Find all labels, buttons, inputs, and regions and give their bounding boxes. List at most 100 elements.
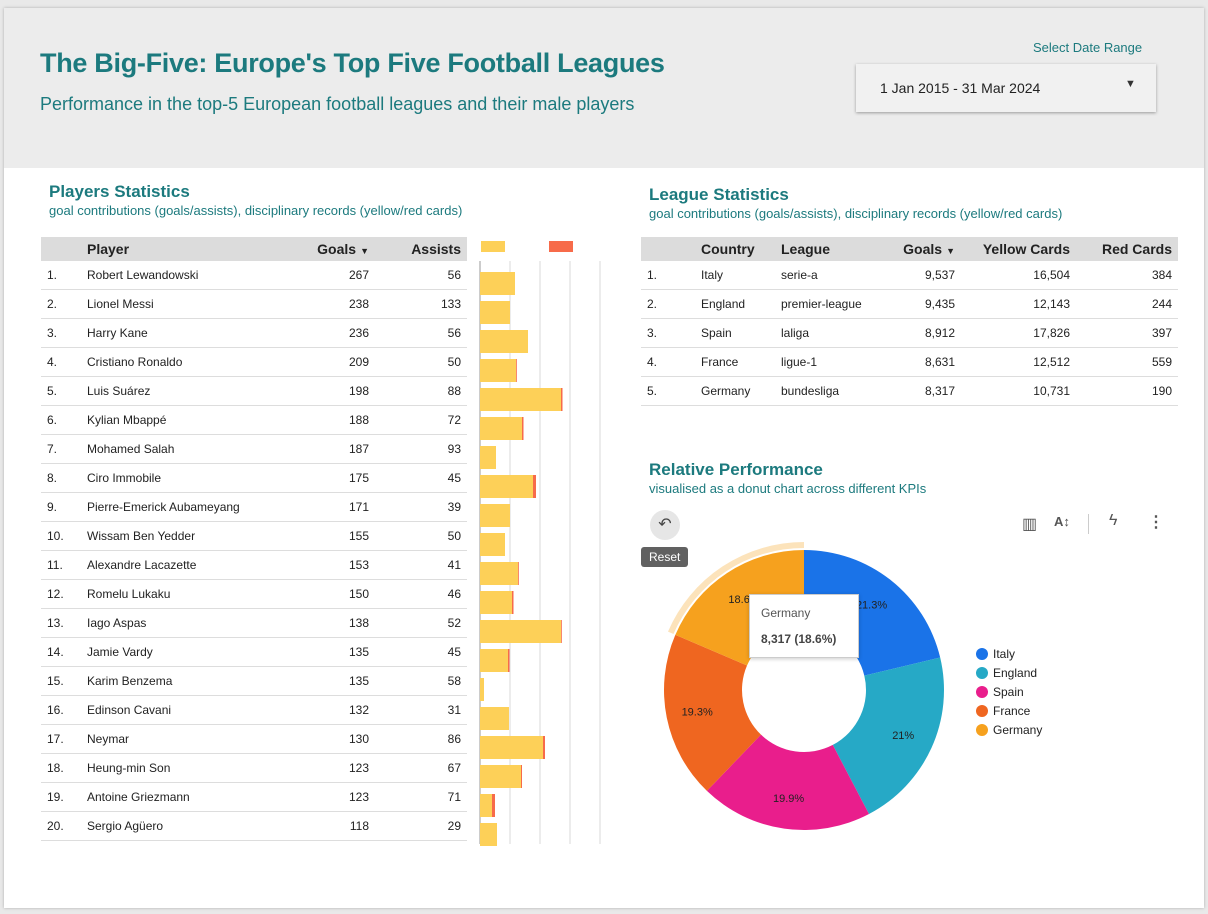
- red-cards-column-header[interactable]: Red Cards: [1076, 237, 1178, 261]
- player-row[interactable]: 2. Lionel Messi 238 133: [41, 289, 467, 319]
- player-row[interactable]: 13. Iago Aspas 138 52: [41, 608, 467, 638]
- league-row[interactable]: 1. Italy serie-a 9,537 16,504 384: [641, 261, 1178, 290]
- player-row[interactable]: 19. Antoine Griezmann 123 71: [41, 782, 467, 812]
- yellow-cards-column-header[interactable]: Yellow Cards: [961, 237, 1076, 261]
- player-row[interactable]: 8. Ciro Immobile 175 45: [41, 463, 467, 493]
- flash-off-icon[interactable]: ϟ: [1109, 512, 1118, 529]
- player-row[interactable]: 6. Kylian Mbappé 188 72: [41, 405, 467, 435]
- donut-slice-label: 21%: [892, 730, 914, 742]
- yellow-card-bar[interactable]: [480, 736, 543, 759]
- yellow-card-bar[interactable]: [480, 504, 510, 527]
- country-column-header[interactable]: Country: [695, 237, 775, 261]
- red-card-bar[interactable]: [543, 736, 545, 759]
- red-cards-cell: 559: [1076, 347, 1178, 377]
- donut-slice-spain[interactable]: [706, 734, 869, 830]
- league-cell: laliga: [775, 318, 895, 348]
- date-range-picker[interactable]: 1 Jan 2015 - 31 Mar 2024 ▼: [856, 64, 1156, 112]
- goals-cell: 198: [271, 376, 375, 406]
- legend-item-spain[interactable]: Spain: [976, 682, 1042, 701]
- player-row[interactable]: 7. Mohamed Salah 187 93: [41, 434, 467, 464]
- goals-column-header[interactable]: Goals ▼: [271, 237, 375, 261]
- more-options-icon[interactable]: ⋮: [1148, 514, 1164, 531]
- yellow-card-bar[interactable]: [480, 823, 497, 846]
- yellow-card-bar[interactable]: [480, 446, 496, 469]
- player-row[interactable]: 16. Edinson Cavani 132 31: [41, 695, 467, 725]
- dashboard-page: The Big-Five: Europe's Top Five Football…: [4, 8, 1204, 908]
- league-row[interactable]: 4. France ligue-1 8,631 12,512 559: [641, 347, 1178, 377]
- league-row[interactable]: 2. England premier-league 9,435 12,143 244: [641, 289, 1178, 319]
- yellow-card-bar[interactable]: [480, 562, 518, 585]
- legend-item-italy[interactable]: Italy: [976, 644, 1042, 663]
- yellow-card-bar[interactable]: [480, 359, 516, 382]
- red-card-bar[interactable]: [492, 794, 495, 817]
- yellow-card-bar[interactable]: [480, 591, 512, 614]
- donut-slice-italy[interactable]: [804, 550, 941, 676]
- red-cards-cell: 397: [1076, 318, 1178, 348]
- yellow-card-bar[interactable]: [480, 330, 528, 353]
- player-row[interactable]: 3. Harry Kane 236 56: [41, 318, 467, 348]
- chart-explore-icon[interactable]: ▥: [1022, 516, 1038, 533]
- yellow-card-bar[interactable]: [480, 475, 533, 498]
- yellow-card-bar[interactable]: [480, 678, 484, 701]
- yellow-card-bar[interactable]: [480, 620, 561, 643]
- player-row[interactable]: 14. Jamie Vardy 135 45: [41, 637, 467, 667]
- player-row[interactable]: 20. Sergio Agüero 118 29: [41, 811, 467, 841]
- tooltip-value: 8,317 (18.6%): [761, 632, 837, 646]
- players-section-subtitle: goal contributions (goals/assists), disc…: [49, 203, 463, 218]
- red-card-bar[interactable]: [508, 649, 510, 672]
- player-row[interactable]: 10. Wissam Ben Yedder 155 50: [41, 521, 467, 551]
- assists-cell: 72: [375, 405, 467, 435]
- league-row[interactable]: 3. Spain laliga 8,912 17,826 397: [641, 318, 1178, 348]
- red-card-bar[interactable]: [533, 475, 536, 498]
- assists-cell: 29: [375, 811, 467, 841]
- yellow-card-bar[interactable]: [480, 388, 561, 411]
- red-card-bar[interactable]: [516, 359, 517, 382]
- player-row[interactable]: 9. Pierre-Emerick Aubameyang 171 39: [41, 492, 467, 522]
- assists-column-header[interactable]: Assists: [375, 237, 467, 261]
- legend-dot: [976, 647, 988, 660]
- yellow-card-bar[interactable]: [480, 649, 508, 672]
- red-card-bar[interactable]: [561, 388, 563, 411]
- donut-slice-england[interactable]: [832, 657, 944, 815]
- red-card-bar[interactable]: [561, 620, 562, 643]
- legend-label: England: [993, 665, 1038, 680]
- league-column-header[interactable]: League: [775, 237, 895, 261]
- goals-column-header[interactable]: Goals ▼: [895, 237, 961, 261]
- player-row[interactable]: 17. Neymar 130 86: [41, 724, 467, 754]
- player-row[interactable]: 12. Romelu Lukaku 150 46: [41, 579, 467, 609]
- reset-button[interactable]: ↶: [650, 510, 680, 540]
- header: The Big-Five: Europe's Top Five Football…: [4, 8, 1204, 168]
- yellow-card-bar[interactable]: [480, 417, 522, 440]
- player-column-header[interactable]: Player: [81, 237, 271, 261]
- rank-cell: 2.: [41, 289, 81, 319]
- assists-cell: 133: [375, 289, 467, 319]
- player-row[interactable]: 18. Heung-min Son 123 67: [41, 753, 467, 783]
- red-card-bar[interactable]: [522, 417, 524, 440]
- yellow-card-bar[interactable]: [480, 707, 509, 730]
- yellow-card-bar[interactable]: [480, 533, 505, 556]
- goals-cell: 236: [271, 318, 375, 348]
- undo-icon: ↶: [658, 516, 672, 533]
- yellow-card-bar[interactable]: [480, 794, 492, 817]
- goals-cell: 123: [271, 753, 375, 783]
- legend-item-england[interactable]: England: [976, 663, 1042, 682]
- sort-az-icon[interactable]: A↕: [1054, 514, 1070, 529]
- yellow-card-bar[interactable]: [480, 301, 510, 324]
- player-row[interactable]: 5. Luis Suárez 198 88: [41, 376, 467, 406]
- legend-item-germany[interactable]: Germany: [976, 720, 1042, 739]
- donut-highlight-ring: [667, 542, 805, 635]
- players-table: Player Goals ▼ Assists 1. Robert Lewandows…: [41, 237, 467, 841]
- red-card-bar[interactable]: [512, 591, 514, 614]
- legend-item-france[interactable]: France: [976, 701, 1042, 720]
- league-row[interactable]: 5. Germany bundesliga 8,317 10,731 190: [641, 376, 1178, 406]
- player-row[interactable]: 1. Robert Lewandowski 267 56: [41, 261, 467, 290]
- donut-slice-france[interactable]: [664, 634, 762, 791]
- red-card-bar[interactable]: [521, 765, 522, 788]
- red-card-bar[interactable]: [518, 562, 519, 585]
- player-row[interactable]: 11. Alexandre Lacazette 153 41: [41, 550, 467, 580]
- yellow-card-bar[interactable]: [480, 272, 515, 295]
- player-row[interactable]: 4. Cristiano Ronaldo 209 50: [41, 347, 467, 377]
- yellow-card-bar[interactable]: [480, 765, 521, 788]
- player-name-cell: Neymar: [81, 724, 271, 754]
- player-row[interactable]: 15. Karim Benzema 135 58: [41, 666, 467, 696]
